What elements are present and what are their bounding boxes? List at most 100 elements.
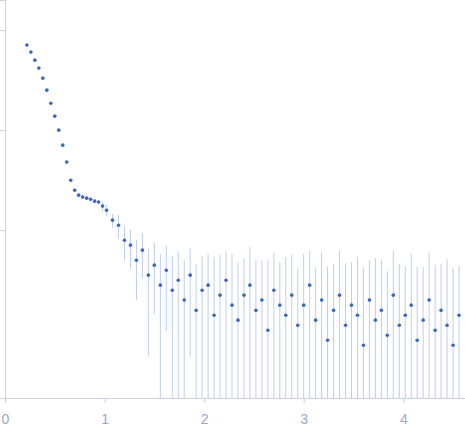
- error-bar: [357, 257, 358, 398]
- data-point: [41, 76, 45, 80]
- data-point: [153, 263, 157, 267]
- error-bar: [291, 254, 292, 398]
- data-point: [111, 218, 115, 222]
- data-point: [248, 283, 252, 287]
- x-axis: 01234: [2, 398, 465, 427]
- chart: 01234: [0, 0, 465, 437]
- data-point: [284, 313, 288, 317]
- error-bar: [447, 259, 448, 398]
- data-point: [224, 278, 228, 282]
- data-point: [170, 288, 174, 292]
- error-bar: [381, 260, 382, 398]
- data-point: [69, 178, 73, 182]
- data-point: [362, 343, 366, 347]
- data-point: [308, 283, 312, 287]
- y-tick: [0, 30, 5, 31]
- data-point: [182, 298, 186, 302]
- x-tick-mark: [105, 398, 106, 403]
- data-point: [296, 323, 300, 327]
- error-bar: [285, 257, 286, 398]
- error-bar: [184, 260, 185, 398]
- data-point: [278, 303, 282, 307]
- data-point: [53, 114, 57, 118]
- y-tick-mark: [0, 30, 5, 31]
- error-bar: [154, 243, 155, 314]
- error-bar: [339, 251, 340, 398]
- data-point: [272, 288, 276, 292]
- data-point: [392, 293, 396, 297]
- error-bar: [255, 260, 256, 398]
- data-point: [260, 298, 264, 302]
- x-tick-label: 0: [2, 411, 10, 427]
- error-bar: [345, 264, 346, 398]
- data-point: [338, 293, 342, 297]
- error-bar: [399, 264, 400, 398]
- data-point: [93, 199, 97, 203]
- data-point: [188, 273, 192, 277]
- x-tick: 3: [300, 398, 308, 427]
- x-tick: 4: [400, 398, 408, 427]
- data-point: [218, 293, 222, 297]
- data-point: [433, 328, 437, 332]
- data-point: [89, 197, 93, 201]
- data-point: [326, 338, 330, 342]
- data-point: [332, 309, 336, 313]
- data-point: [176, 278, 180, 282]
- y-tick: [0, 130, 5, 131]
- data-point: [29, 50, 33, 54]
- data-point: [164, 268, 168, 272]
- error-bar: [142, 233, 143, 278]
- data-point: [242, 293, 246, 297]
- data-point: [457, 313, 461, 317]
- data-point: [350, 303, 354, 307]
- error-bar: [237, 262, 238, 398]
- data-point: [445, 323, 449, 327]
- error-bar: [453, 268, 454, 398]
- data-point: [320, 298, 324, 302]
- y-axis: [0, 1, 6, 399]
- data-point: [254, 309, 258, 313]
- data-point: [77, 193, 81, 197]
- error-bar: [315, 267, 316, 398]
- data-point: [236, 318, 240, 322]
- data-point: [57, 128, 61, 132]
- error-bar: [243, 258, 244, 398]
- error-bar: [202, 256, 203, 398]
- data-point: [290, 293, 294, 297]
- error-bar: [411, 254, 412, 398]
- data-point: [314, 318, 318, 322]
- data-point: [409, 303, 413, 307]
- error-bar: [172, 256, 173, 398]
- data-point: [141, 248, 145, 252]
- error-bar: [405, 266, 406, 398]
- error-bar: [363, 268, 364, 398]
- error-bar: [417, 267, 418, 398]
- points: [25, 43, 461, 347]
- data-point: [101, 204, 105, 208]
- error-bar: [232, 254, 233, 398]
- data-point: [61, 143, 65, 147]
- x-tick-mark: [204, 398, 205, 403]
- error-bar: [459, 266, 460, 398]
- data-point: [421, 318, 425, 322]
- data-point: [194, 309, 198, 313]
- error-bar: [279, 262, 280, 398]
- error-bar: [429, 252, 430, 398]
- x-tick: 2: [201, 398, 209, 427]
- x-tick-label: 2: [201, 411, 209, 427]
- error-bar: [327, 267, 328, 398]
- data-point: [135, 258, 139, 262]
- data-point: [147, 273, 151, 277]
- x-tick-label: 3: [300, 411, 308, 427]
- error-bar: [136, 240, 137, 300]
- error-bar: [273, 252, 274, 398]
- data-point: [380, 309, 384, 313]
- error-bar: [166, 246, 167, 331]
- data-point: [129, 243, 133, 247]
- error-bar: [393, 251, 394, 398]
- data-point: [212, 313, 216, 317]
- data-point: [117, 223, 121, 227]
- data-point: [159, 283, 163, 287]
- data-point: [344, 323, 348, 327]
- data-point: [65, 160, 69, 164]
